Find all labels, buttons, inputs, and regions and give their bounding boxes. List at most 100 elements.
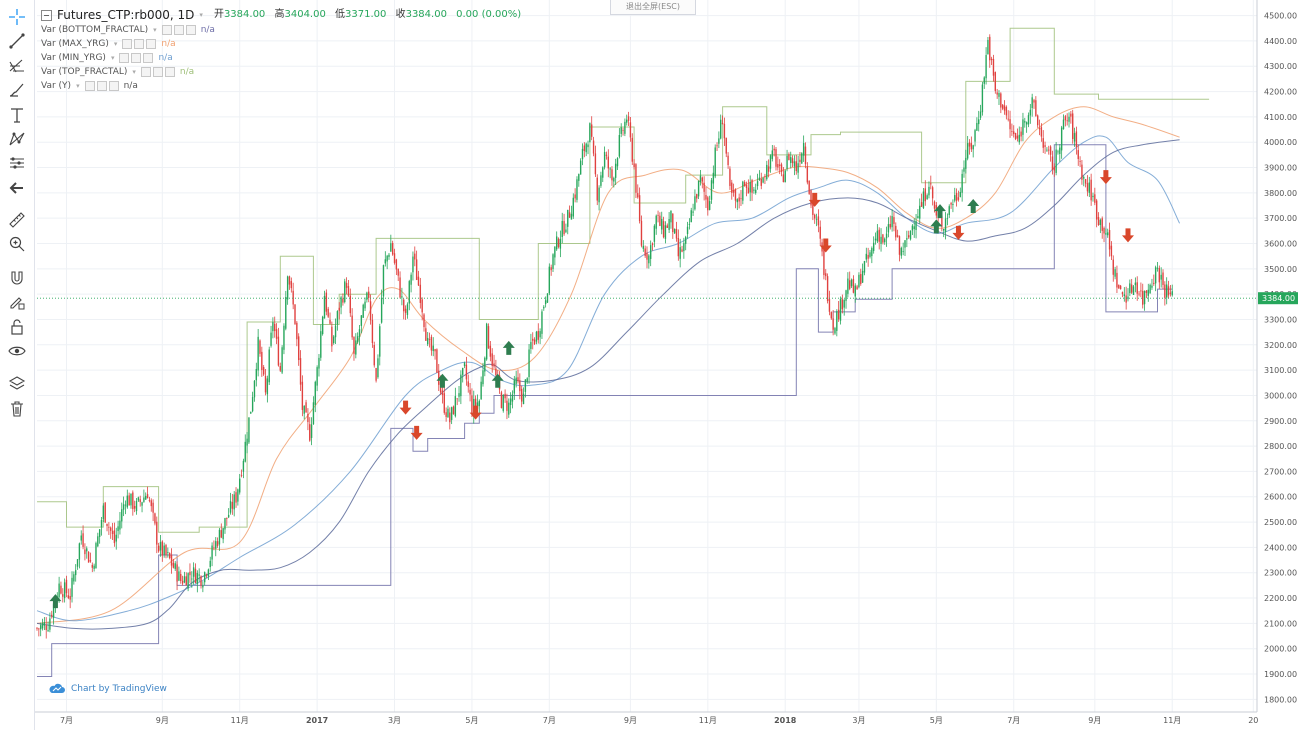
candle-body (342, 298, 344, 303)
settings-icon[interactable] (119, 53, 130, 63)
candle-body (355, 340, 357, 355)
pattern-icon[interactable] (5, 128, 29, 150)
candle-body (462, 367, 464, 375)
chevron-down-icon[interactable]: ▾ (110, 54, 115, 62)
candle-body (1156, 267, 1159, 269)
candle-body (401, 296, 403, 298)
fib-retracement-icon[interactable] (5, 55, 29, 77)
candle-body (924, 188, 926, 202)
crosshair-icon[interactable] (5, 6, 29, 28)
tradingview-watermark[interactable]: Chart by TradingView (49, 683, 167, 694)
indicator-name[interactable]: Var (Y) (41, 81, 72, 91)
candle-body (731, 182, 733, 193)
prediction-icon[interactable] (5, 152, 29, 174)
trend-line-icon[interactable] (5, 30, 29, 52)
candle-body (509, 398, 512, 405)
close-icon[interactable] (108, 81, 119, 91)
candle-body (255, 368, 258, 381)
settings-icon[interactable] (122, 39, 133, 49)
settings-icon[interactable] (140, 67, 151, 77)
price-chart[interactable]: 4500.00 4400.00 4300.00 4200.00 4100.00 4000.… (35, 0, 1300, 730)
candle-body (222, 528, 224, 540)
chevron-down-icon[interactable]: ▾ (76, 82, 80, 90)
candle-body (305, 402, 307, 413)
close-icon[interactable] (185, 25, 196, 35)
candle-body (159, 542, 162, 551)
candle-body (275, 329, 278, 339)
text-tool-icon[interactable] (5, 104, 29, 126)
indicator-controls (140, 67, 175, 77)
indicator-controls (122, 39, 157, 49)
chevron-down-icon[interactable]: ▾ (113, 40, 118, 48)
candle-body (970, 143, 973, 150)
indicator-row[interactable]: Var (TOP_FRACTAL) ▾ n/a (41, 65, 521, 79)
price-tick-label: 2200.00 (1264, 594, 1297, 603)
eye-icon[interactable] (134, 39, 145, 49)
indicator-row[interactable]: Var (MAX_YRG) ▾ n/a (41, 37, 521, 51)
indicator-controls (84, 81, 119, 91)
lock-pencil-icon[interactable] (5, 291, 29, 313)
candle-body (849, 280, 851, 289)
collapse-icon[interactable] (41, 9, 52, 21)
candle-body (434, 349, 436, 352)
candle-body (447, 408, 449, 418)
candle-body (386, 255, 388, 262)
candle-body (404, 308, 407, 313)
indicator-name[interactable]: Var (MAX_YRG) (41, 39, 109, 49)
candle-body (150, 500, 152, 507)
current-price-tag (1258, 292, 1298, 305)
candle-body (889, 223, 891, 228)
close-icon[interactable] (143, 53, 154, 63)
indicator-row[interactable]: Var (Y) ▾ n/a (41, 79, 521, 93)
candle-body (415, 259, 418, 280)
candle-body (469, 389, 471, 395)
candle-body (1164, 284, 1166, 298)
indicator-row[interactable]: Var (MIN_YRG) ▾ n/a (41, 51, 521, 65)
candle-body (1044, 145, 1046, 147)
candle-body (320, 331, 322, 358)
chevron-down-icon[interactable]: ▾ (199, 11, 203, 19)
magnet-icon[interactable] (5, 267, 29, 289)
candle-body (146, 494, 149, 499)
indicator-row[interactable]: Var (BOTTOM_FRACTAL) ▾ n/a (41, 23, 521, 37)
eye-icon[interactable] (5, 340, 29, 362)
ruler-icon[interactable] (5, 209, 29, 231)
eye-icon[interactable] (152, 67, 163, 77)
layers-icon[interactable] (5, 373, 29, 395)
candle-body (130, 493, 132, 506)
settings-icon[interactable] (161, 25, 172, 35)
brush-icon[interactable] (5, 79, 29, 101)
arrow-left-icon[interactable] (5, 177, 29, 199)
indicator-name[interactable]: Var (MIN_YRG) (41, 53, 106, 63)
settings-icon[interactable] (84, 81, 95, 91)
close-value: 3384.00 (405, 9, 447, 20)
candle-body (108, 526, 110, 528)
cloud-icon (49, 683, 65, 693)
unlock-icon[interactable] (5, 316, 29, 338)
indicator-controls (161, 25, 196, 35)
exit-fullscreen-button[interactable]: 退出全屏(ESC) (610, 0, 696, 15)
candle-body (622, 130, 624, 132)
candle-body (530, 342, 532, 349)
chart-area[interactable]: 4500.00 4400.00 4300.00 4200.00 4100.00 4000.… (35, 0, 1300, 730)
open-label: 开 (213, 9, 224, 20)
candle-body (485, 323, 488, 360)
candle-body (1099, 219, 1102, 225)
eye-icon[interactable] (96, 81, 107, 91)
eye-icon[interactable] (173, 25, 184, 35)
indicator-name[interactable]: Var (TOP_FRACTAL) (41, 67, 128, 77)
candle-body (544, 300, 547, 305)
zoom-in-icon[interactable] (5, 233, 29, 255)
candle-body (1055, 149, 1057, 173)
chevron-down-icon[interactable]: ▾ (132, 68, 136, 76)
chevron-down-icon[interactable]: ▾ (153, 26, 157, 34)
close-icon[interactable] (164, 67, 175, 77)
eye-icon[interactable] (131, 53, 142, 63)
trash-icon[interactable] (5, 398, 29, 420)
close-icon[interactable] (146, 39, 157, 49)
symbol-name[interactable]: Futures_CTP:rb000, 1D (57, 8, 195, 22)
indicator-name[interactable]: Var (BOTTOM_FRACTAL) (41, 25, 149, 35)
candle-body (132, 492, 134, 510)
candle-body (338, 307, 340, 311)
candle-body (616, 158, 619, 167)
